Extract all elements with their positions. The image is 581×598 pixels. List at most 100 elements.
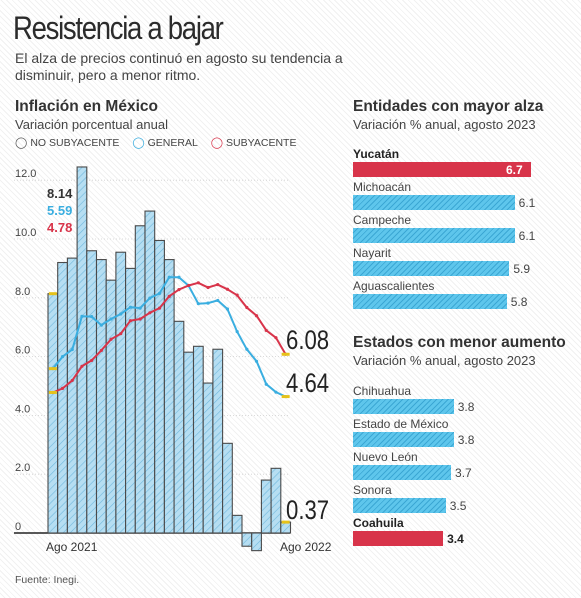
point-subyacente — [80, 364, 84, 368]
point-general — [109, 317, 113, 321]
state-value: 6.1 — [518, 196, 536, 210]
bar-no-subyacente — [251, 532, 262, 552]
state-value: 3.4 — [447, 532, 464, 546]
y-tick-label: 2.0 — [15, 462, 30, 474]
point-subyacente — [187, 283, 191, 288]
bar-no-subyacente — [270, 467, 282, 534]
state-value: 5.9 — [513, 262, 531, 276]
bar-no-subyacente — [57, 261, 68, 534]
state-label: Sonora — [353, 483, 392, 497]
point-subyacente — [128, 319, 133, 323]
page-subtitle: El alza de precios continuó en agosto su… — [15, 50, 343, 83]
state-value: 3.8 — [457, 433, 475, 447]
point-subyacente — [109, 337, 113, 341]
state-bar — [353, 294, 507, 309]
y-tick-label: 0 — [15, 521, 21, 533]
bar-no-subyacente — [260, 479, 272, 534]
left-chart-subtitle: Variación porcentual anual — [15, 117, 168, 132]
page-title: Resistencia a bajar — [13, 10, 224, 46]
source-note: Fuente: Inegi. — [15, 574, 80, 586]
point-general — [128, 305, 133, 309]
point-general — [225, 307, 230, 311]
state-label: Nayarit — [353, 246, 392, 260]
bar-no-subyacente — [66, 257, 78, 534]
state-label: Chihuahua — [353, 384, 412, 398]
bar-no-subyacente — [231, 514, 243, 534]
point-subyacente — [196, 281, 200, 285]
start-value-no-subyacente: 8.14 — [47, 186, 73, 201]
left-chart-title: Inflación en México — [15, 98, 158, 115]
point-general — [80, 314, 84, 318]
state-value: 3.5 — [449, 499, 467, 513]
state-value: 6.7 — [506, 163, 523, 177]
point-subyacente — [245, 305, 249, 310]
y-tick-label: 12.0 — [15, 168, 36, 180]
state-label: Yucatán — [353, 147, 400, 161]
point-general — [254, 359, 259, 363]
state-bar — [353, 498, 446, 513]
state-value: 3.7 — [455, 466, 472, 480]
point-subyacente — [216, 282, 220, 287]
point-general — [99, 323, 103, 327]
bar-no-subyacente — [76, 166, 88, 534]
bar-no-subyacente — [144, 210, 156, 534]
point-general — [206, 301, 210, 305]
bar-no-subyacente — [154, 239, 165, 534]
point-general — [245, 347, 249, 351]
bar-no-subyacente — [115, 251, 127, 534]
state-bar — [353, 228, 515, 243]
point-general — [167, 275, 171, 279]
y-tick-label: 4.0 — [15, 403, 30, 415]
state-value: 6.1 — [518, 229, 536, 243]
point-general — [177, 275, 181, 279]
state-label: Aguascalientes — [353, 279, 435, 293]
x-label-start: Ago 2021 — [46, 540, 98, 554]
point-general — [216, 298, 220, 303]
inflation-chart: 0 2.0 4.0 6.0 8.0 10.0 12.0 — [14, 166, 292, 552]
state-bar — [353, 399, 454, 414]
bar-no-subyacente — [86, 250, 98, 534]
low-states-subtitle: Variación % anual, agosto 2023 — [353, 353, 536, 368]
end-value-no-subyacente: 0.37 — [286, 495, 330, 525]
point-subyacente — [254, 314, 259, 318]
point-general — [138, 306, 142, 310]
bar-no-subyacente — [222, 442, 233, 534]
chart-legend: ◯ NO SUBYACENTE ◯ GENERAL ◯ SUBYACENTE — [15, 136, 306, 149]
bar-no-subyacente — [192, 345, 204, 534]
state-value: 3.8 — [457, 400, 475, 414]
point-subyacente — [206, 285, 210, 290]
state-bar — [353, 195, 515, 210]
state-bar — [353, 531, 444, 546]
state-label: Estado de México — [353, 417, 449, 431]
point-general — [60, 355, 65, 359]
point-subyacente — [264, 328, 268, 333]
y-tick-label: 8.0 — [15, 286, 30, 298]
bar-no-subyacente — [173, 320, 185, 534]
point-subyacente — [70, 378, 74, 383]
legend-item-subyacente: ◯ SUBYACENTE — [210, 137, 297, 149]
point-subyacente — [138, 317, 142, 321]
point-general — [196, 302, 200, 306]
point-subyacente — [235, 293, 239, 297]
bar-no-subyacente — [183, 351, 195, 534]
point-general — [119, 312, 123, 316]
bar-no-subyacente — [241, 532, 253, 547]
point-subyacente — [148, 311, 152, 315]
point-subyacente — [157, 306, 162, 310]
point-subyacente — [177, 287, 181, 292]
legend-item-general: ◯ GENERAL — [132, 137, 198, 149]
point-subyacente — [90, 358, 94, 363]
top-states-subtitle: Variación % anual, agosto 2023 — [353, 117, 536, 132]
state-label: Nuevo León — [353, 450, 418, 464]
start-value-subyacente: 4.78 — [47, 220, 73, 235]
state-label: Coahuila — [353, 516, 404, 530]
point-subyacente — [119, 332, 123, 336]
x-label-end: Ago 2022 — [280, 540, 332, 554]
end-value-general: 4.64 — [286, 368, 330, 398]
state-bar — [353, 432, 454, 447]
state-value: 5.8 — [510, 295, 528, 309]
state-label: Michoacán — [353, 180, 412, 194]
bar-no-subyacente — [212, 348, 224, 534]
top-states-title: Entidades con mayor alza — [353, 98, 544, 115]
point-general — [90, 315, 94, 319]
